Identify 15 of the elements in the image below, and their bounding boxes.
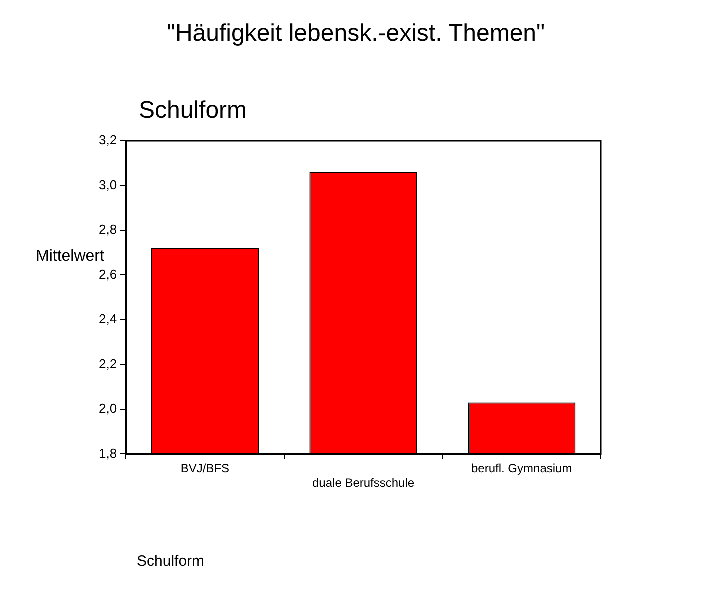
y-tick-label: 2,0 — [98, 401, 118, 416]
text: Schulform — [137, 553, 205, 570]
x-tick-label: berufl. Gymnasium — [471, 462, 572, 476]
y-tick-label: 2,6 — [98, 266, 118, 282]
x-tick-label: duale Berufsschule — [312, 476, 415, 490]
chart-title: "Häufigkeit lebensk.-exist. Themen" — [166, 20, 546, 48]
y-tick-label: 1,8 — [98, 446, 118, 461]
y-tick-label: 2,8 — [98, 222, 118, 238]
y-tick-label: 3,0 — [98, 177, 118, 192]
y-tick-label: 2,4 — [98, 312, 118, 327]
chart-subtitle: Schulform — [139, 97, 248, 125]
x-tick-label: BVJ/BFS — [180, 462, 230, 476]
y-tick-label: 2,2 — [98, 356, 118, 372]
y-axis-title: Mittelwert — [36, 248, 104, 266]
y-tick-label: 3,2 — [98, 132, 118, 148]
